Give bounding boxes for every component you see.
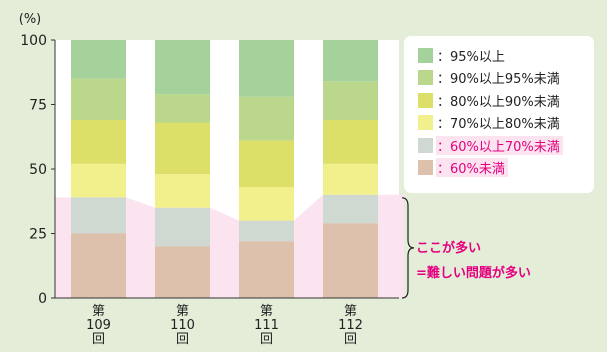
legend-swatch [418,47,433,63]
annotation-brace [401,197,415,299]
legend-item: ：60%以上70%未満 [418,134,594,157]
bar-segment [155,246,210,298]
legend-label: ：90%以上95%未満 [437,72,560,88]
legend: ：95%以上 ：90%以上95%未満 ：80%以上90%未満 ：70%以上80%未満 ：… [404,36,594,193]
legend-swatch [418,137,433,153]
legend-item: ：70%以上80%未満 [418,112,594,135]
x-tick-label: 第 109 回 [86,304,111,347]
bar-segment [155,40,210,95]
x-tick-label: 第 110 回 [170,304,195,347]
legend-item: ：95%以上 [418,44,594,67]
bar-segment [155,174,210,208]
legend-item: ：80%以上90%未満 [418,89,594,112]
bar-segment [323,194,378,224]
legend-label: ：95%以上 [437,49,505,65]
bar-segment [71,163,126,198]
legend-item: ：60%未満 [418,157,594,180]
bar-segment [323,223,378,298]
bar-segment [155,207,210,247]
legend-label: ：80%以上90%未満 [437,94,560,110]
bar-segment [239,96,294,141]
y-tick-label: 25 [29,227,47,243]
bar-segment [155,94,210,123]
bar-segment [71,119,126,164]
legend-label: ：70%以上80%未満 [437,117,560,133]
bar-segment [323,163,378,195]
legend-swatch [418,115,433,131]
bar-segment [239,140,294,188]
bar-segment [323,81,378,120]
annotation-line-1: ここが多い [416,241,482,256]
highlight-band [55,194,404,298]
legend-swatch [418,92,433,108]
annotation-line-2: =難しい問題が多い [416,266,531,281]
bar-segment [323,119,378,164]
x-tick-label: 第 112 回 [338,304,363,347]
x-tick-label: 第 111 回 [254,304,279,347]
bar-segment [71,78,126,120]
y-axis-label: (%) [19,12,42,27]
bar-segment [155,122,210,175]
bar-segment [239,220,294,242]
legend-label: ：60%未満 [436,158,508,178]
bar-segment [239,40,294,97]
legend-label: ：60%以上70%未満 [436,135,563,155]
y-tick-label: 50 [29,162,47,178]
bar-segment [71,233,126,298]
legend-item: ：90%以上95%未満 [418,67,594,90]
legend-swatch [418,160,433,176]
y-tick-label: 75 [29,98,47,114]
bar-segment [239,241,294,298]
bar-segment [71,197,126,234]
bar-segment [323,40,378,82]
bar-segment [239,187,294,221]
y-tick-label: 0 [38,291,47,307]
bar-segment [71,40,126,79]
y-tick-label: 100 [20,33,47,49]
legend-swatch [418,70,433,86]
